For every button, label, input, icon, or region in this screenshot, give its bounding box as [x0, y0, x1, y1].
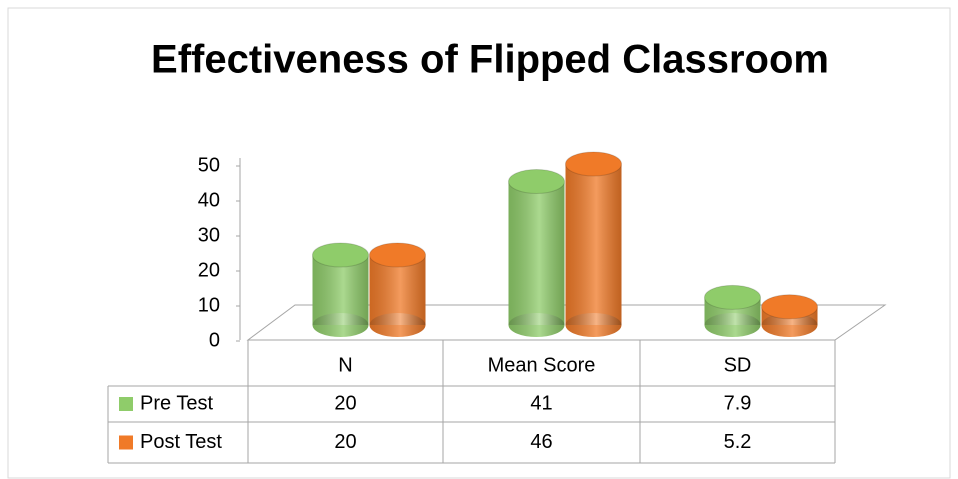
table-cell: 7.9 — [724, 392, 752, 414]
cylinder-top — [369, 242, 426, 268]
y-tick-label: 50 — [198, 154, 220, 176]
y-tick-label: 20 — [198, 259, 220, 281]
legend-label: Pre Test — [140, 392, 213, 414]
table-cell: 20 — [334, 392, 356, 414]
y-tick-label: 30 — [198, 224, 220, 246]
legend-key — [119, 435, 133, 450]
table-cell: 5.2 — [724, 431, 752, 453]
y-tick-label: 0 — [209, 329, 220, 351]
cylinder-shade — [508, 181, 565, 325]
cylinder — [565, 151, 622, 337]
table-cell: 41 — [530, 392, 552, 414]
table-cell: 20 — [334, 431, 356, 453]
cylinder-bottom-shade — [508, 313, 565, 337]
y-tick-label: 40 — [198, 189, 220, 211]
cylinder-top — [761, 294, 818, 320]
x-tick-label: SD — [724, 354, 752, 376]
cylinder-bottom-shade — [369, 313, 426, 337]
cylinder-bottom-shade — [761, 313, 818, 337]
legend-key — [119, 397, 133, 411]
cylinder-top — [704, 284, 761, 310]
cylinder-top — [312, 242, 369, 268]
frame — [7, 7, 951, 479]
cylinder-top — [508, 169, 565, 194]
legend-label: Post Test — [140, 431, 222, 453]
cylinder-bottom-shade — [565, 313, 622, 337]
cylinder — [761, 294, 818, 337]
y-tick-label: 10 — [198, 294, 220, 316]
x-tick-label: N — [338, 354, 352, 376]
x-tick-label: Mean Score — [488, 354, 596, 376]
cylinder — [704, 284, 761, 337]
cylinder — [312, 242, 369, 337]
cylinder-bottom-shade — [312, 313, 369, 337]
cylinder — [369, 242, 426, 337]
table-cell: 46 — [530, 431, 552, 453]
cylinder-shade — [565, 164, 622, 325]
cylinder-top — [565, 151, 622, 177]
cylinder — [508, 169, 565, 337]
chart-title: Effectiveness of Flipped Classroom — [151, 38, 829, 82]
cylinder-bottom-shade — [704, 313, 761, 337]
